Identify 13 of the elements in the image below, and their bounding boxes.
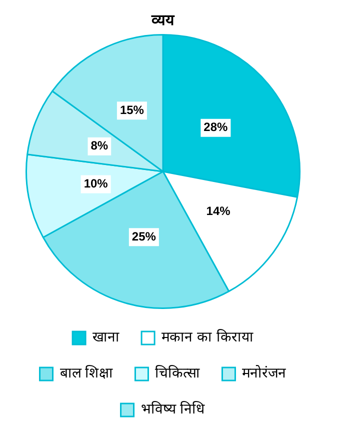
chart-title: व्यय — [150, 10, 176, 29]
legend-label: चिकित्सा — [155, 364, 200, 382]
data-label: 15% — [120, 102, 144, 117]
data-label: 10% — [84, 176, 108, 191]
legend-label: खाना — [92, 330, 120, 346]
legend-label: भविष्य निधि — [140, 400, 206, 418]
legend-label: मकान का किराया — [162, 328, 254, 346]
data-label: 28% — [204, 120, 228, 134]
data-label: 25% — [132, 229, 156, 244]
legend-label: बाल शिक्षा — [60, 364, 114, 382]
data-label: 8% — [90, 138, 108, 153]
legend-label: मनोरंजन — [242, 364, 286, 382]
data-label: 14% — [206, 204, 231, 218]
